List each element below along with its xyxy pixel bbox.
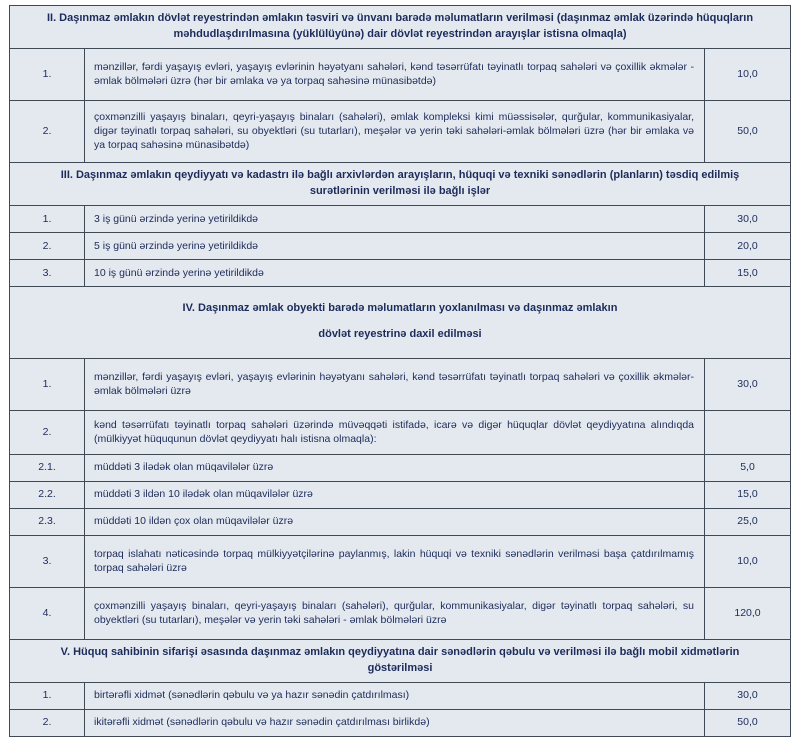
row-description: mənzillər, fərdi yaşayış evləri, yaşayış… xyxy=(84,48,705,102)
section-iv-heading-line-2: dövlət reyestrinə daxil edilməsi xyxy=(318,328,482,341)
state-fee-table: II. Daşınmaz əmlakın dövlət reyestrindən… xyxy=(8,4,792,738)
row-fee: 15,0 xyxy=(703,259,792,288)
section-heading-row: II. Daşınmaz əmlakın dövlət reyestrindən… xyxy=(8,4,792,50)
row-fee: 10,0 xyxy=(703,535,792,589)
table-row: 1. mənzillər, fərdi yaşayış evləri, yaşa… xyxy=(9,358,792,412)
table-row: 2.2. müddəti 3 ildən 10 ilədək olan müqa… xyxy=(9,481,792,510)
row-number: 3. xyxy=(9,535,85,589)
row-number: 2. xyxy=(9,709,85,738)
table-row: 3. 10 iş günü ərzində yerinə yetirildikd… xyxy=(9,259,792,288)
row-description: çoxmənzilli yaşayış binaları, qeyri-yaşa… xyxy=(84,587,705,641)
table-row: 3. torpaq islahatı nəticəsində torpaq mü… xyxy=(9,535,792,589)
row-description: 10 iş günü ərzində yerinə yetirildikdə xyxy=(84,259,705,288)
section-ii-heading: II. Daşınmaz əmlakın dövlət reyestrindən… xyxy=(8,4,792,50)
row-description: müddəti 10 ildən çox olan müqavilələr üz… xyxy=(84,508,705,537)
row-description: ikitərəfli xidmət (sənədlərin qəbulu və … xyxy=(84,709,705,738)
section-heading-row: V. Hüquq sahibinin sifarişi əsasında daş… xyxy=(8,639,792,684)
row-number: 1. xyxy=(9,682,85,711)
row-fee: 5,0 xyxy=(703,454,792,483)
section-heading-row: IV. Daşınmaz əmlak obyekti barədə məluma… xyxy=(8,286,792,360)
row-description: çoxmənzilli yaşayış binaları, qeyri-yaşa… xyxy=(84,100,705,164)
row-number: 1. xyxy=(9,48,85,102)
row-fee: 10,0 xyxy=(703,48,792,102)
row-number: 4. xyxy=(9,587,85,641)
table-row: 2.3. müddəti 10 ildən çox olan müqaviləl… xyxy=(9,508,792,537)
row-description: birtərəfli xidmət (sənədlərin qəbulu və … xyxy=(84,682,705,711)
row-fee: 15,0 xyxy=(703,481,792,510)
row-fee: 50,0 xyxy=(703,709,792,738)
row-description: mənzillər, fərdi yaşayış evləri, yaşayış… xyxy=(84,358,705,412)
table-row: 4. çoxmənzilli yaşayış binaları, qeyri-y… xyxy=(9,587,792,641)
table-row: 1. birtərəfli xidmət (sənədlərin qəbulu … xyxy=(9,682,792,711)
row-number: 2. xyxy=(9,232,85,261)
row-fee: 25,0 xyxy=(703,508,792,537)
section-iii-heading: III. Daşınmaz əmlakın qeydiyyatı və kada… xyxy=(8,162,792,207)
table-row: 2. 5 iş günü ərzində yerinə yetirildikdə… xyxy=(9,232,792,261)
row-number: 2. xyxy=(9,100,85,164)
row-description: torpaq islahatı nəticəsində torpaq mülki… xyxy=(84,535,705,589)
row-fee: 30,0 xyxy=(703,205,792,234)
row-number: 2. xyxy=(9,410,85,456)
table-row: 2. ikitərəfli xidmət (sənədlərin qəbulu … xyxy=(9,709,792,738)
row-number: 2.3. xyxy=(9,508,85,537)
section-v-heading: V. Hüquq sahibinin sifarişi əsasında daş… xyxy=(8,639,792,684)
row-fee: 50,0 xyxy=(703,100,792,164)
section-iv-heading-line-1: IV. Daşınmaz əmlak obyekti barədə məluma… xyxy=(182,302,618,315)
row-fee xyxy=(703,410,792,456)
table-row: 2.1. müddəti 3 ilədək olan müqavilələr ü… xyxy=(9,454,792,483)
row-fee: 120,0 xyxy=(703,587,792,641)
row-description: 3 iş günü ərzində yerinə yetirildikdə xyxy=(84,205,705,234)
table-row: 1. 3 iş günü ərzində yerinə yetirildikdə… xyxy=(9,205,792,234)
table-row: 2. kənd təsərrüfatı təyinatlı torpaq sah… xyxy=(9,410,792,456)
table-row: 2. çoxmənzilli yaşayış binaları, qeyri-y… xyxy=(9,100,792,164)
row-number: 2.2. xyxy=(9,481,85,510)
row-description: kənd təsərrüfatı təyinatlı torpaq sahələ… xyxy=(84,410,705,456)
row-description: 5 iş günü ərzində yerinə yetirildikdə xyxy=(84,232,705,261)
row-number: 3. xyxy=(9,259,85,288)
section-iv-heading: IV. Daşınmaz əmlak obyekti barədə məluma… xyxy=(8,286,792,360)
row-fee: 30,0 xyxy=(703,358,792,412)
row-description: müddəti 3 ildən 10 ilədək olan müqaviləl… xyxy=(84,481,705,510)
row-fee: 30,0 xyxy=(703,682,792,711)
row-number: 1. xyxy=(9,358,85,412)
row-number: 1. xyxy=(9,205,85,234)
table-row: 1. mənzillər, fərdi yaşayış evləri, yaşa… xyxy=(9,48,792,102)
section-heading-row: III. Daşınmaz əmlakın qeydiyyatı və kada… xyxy=(8,162,792,207)
row-number: 2.1. xyxy=(9,454,85,483)
row-description: müddəti 3 ilədək olan müqavilələr üzrə xyxy=(84,454,705,483)
row-fee: 20,0 xyxy=(703,232,792,261)
